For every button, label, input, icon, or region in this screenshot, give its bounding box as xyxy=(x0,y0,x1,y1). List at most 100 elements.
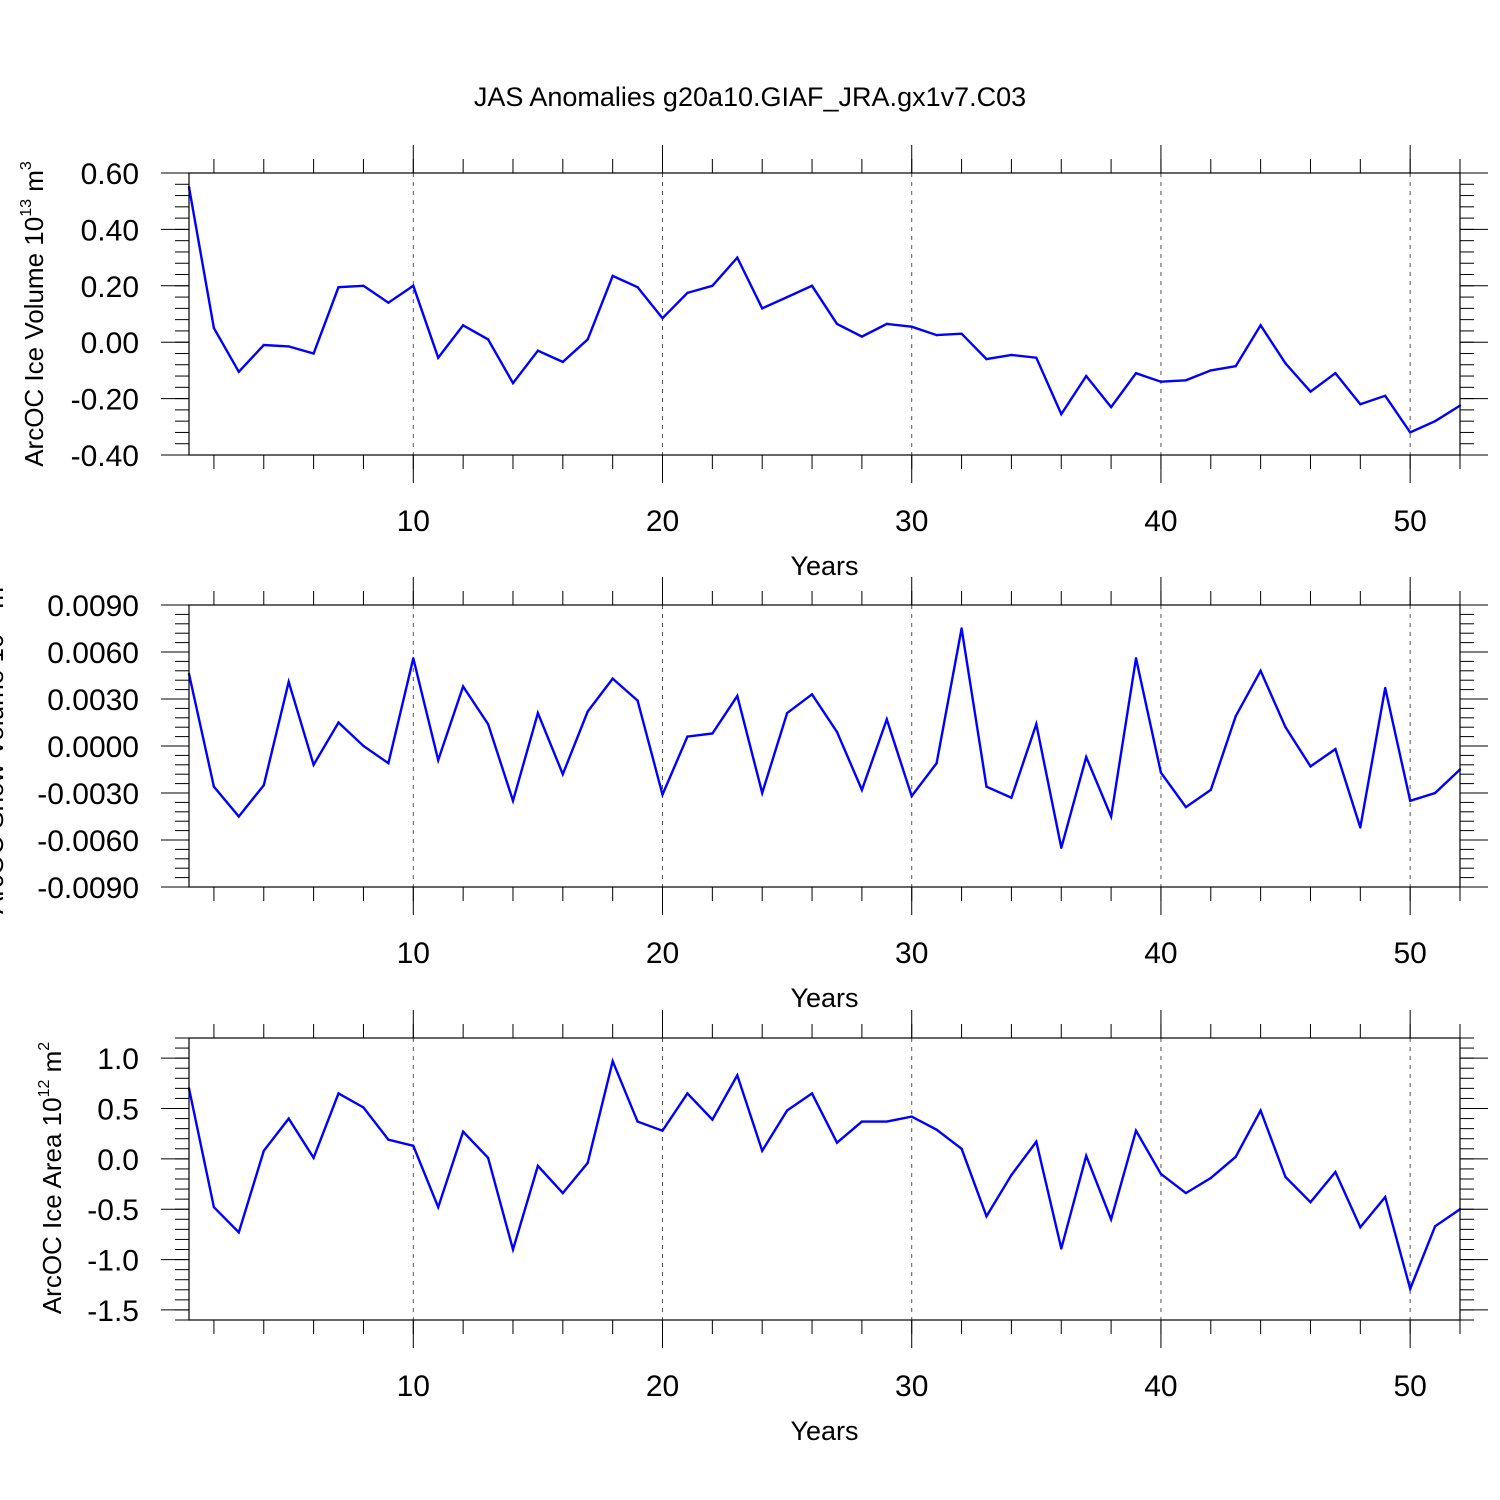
data-point xyxy=(262,1149,265,1153)
data-point xyxy=(1334,747,1337,751)
x-tick-label: 40 xyxy=(1144,937,1177,970)
data-point xyxy=(810,284,814,287)
x-tick-label: 20 xyxy=(646,937,679,970)
x-tick-label: 40 xyxy=(1144,505,1177,538)
snow-volume-grid xyxy=(412,605,1411,887)
data-point xyxy=(561,773,565,776)
data-point xyxy=(511,381,515,385)
data-point xyxy=(711,1118,714,1121)
data-point xyxy=(910,794,913,798)
y-tick-label: 0.40 xyxy=(81,214,139,247)
data-point xyxy=(412,284,415,287)
data-point xyxy=(1234,364,1237,368)
data-point xyxy=(661,793,664,796)
y-tick-label: -1.0 xyxy=(87,1245,139,1278)
x-tick-label: 50 xyxy=(1393,937,1426,970)
data-point xyxy=(1010,353,1013,357)
data-point xyxy=(461,685,465,688)
data-point xyxy=(486,722,490,726)
data-point xyxy=(910,325,913,328)
y-tick-label: -0.0030 xyxy=(37,778,139,811)
data-point xyxy=(661,1129,664,1132)
data-point xyxy=(212,1206,216,1209)
data-point xyxy=(1209,369,1212,372)
y-tick-label: 1.0 xyxy=(97,1043,139,1076)
data-point xyxy=(287,680,290,683)
y-axis-title: ArcOC Ice Volume 1013 m3 xyxy=(18,161,49,467)
series-line xyxy=(187,628,1461,849)
data-point xyxy=(1259,1109,1262,1112)
y-tick-label: 0.0090 xyxy=(47,590,139,623)
data-point xyxy=(736,694,739,698)
data-point xyxy=(1284,362,1287,365)
data-point xyxy=(586,338,589,341)
data-point xyxy=(611,274,614,278)
data-point xyxy=(437,758,440,762)
data-point xyxy=(1184,379,1188,382)
data-point xyxy=(412,1144,415,1147)
data-point xyxy=(1035,356,1038,359)
data-point xyxy=(1134,372,1138,375)
ice-volume-axes xyxy=(161,145,1488,483)
data-point xyxy=(736,1074,739,1077)
plot-frame xyxy=(188,1037,1461,1321)
ice-area-panel: 10 20 30 40 50 1.0 0.5 0.0 -0.5 -1.0 -1.5 Years ArcO… xyxy=(36,1010,1488,1446)
x-tick-label: 20 xyxy=(646,1370,679,1403)
data-point xyxy=(212,326,216,330)
data-point xyxy=(636,286,639,289)
data-point xyxy=(711,284,714,287)
data-point xyxy=(686,735,689,738)
data-point xyxy=(760,307,764,310)
data-point xyxy=(636,1120,639,1123)
x-axis-title: Years xyxy=(790,551,858,581)
data-point xyxy=(362,744,365,748)
data-point xyxy=(611,677,614,680)
data-point xyxy=(960,627,963,630)
main-title: JAS Anomalies g20a10.GIAF_JRA.gx1v7.C03 xyxy=(474,82,1026,112)
data-point xyxy=(835,1141,839,1144)
data-point xyxy=(1408,799,1412,803)
data-point xyxy=(536,1164,540,1168)
data-point xyxy=(362,1106,365,1109)
y-axis-title: ArcOC Ice Area 1012 m2 xyxy=(36,1042,67,1314)
ice-area-labels: 10 20 30 40 50 1.0 0.5 0.0 -0.5 -1.0 -1.5 Years ArcO… xyxy=(36,1042,1427,1446)
y-tick-label: 0.0030 xyxy=(47,684,139,717)
data-point xyxy=(1234,1155,1237,1159)
y-axis-title: ArcOC Snow Volume 1013 m3 xyxy=(0,578,9,914)
data-point xyxy=(1309,1200,1312,1204)
data-point xyxy=(760,791,764,795)
data-point xyxy=(1060,846,1063,850)
data-point xyxy=(1084,374,1088,378)
data-point xyxy=(1109,1218,1113,1221)
data-point xyxy=(1259,324,1262,327)
data-point xyxy=(1209,1176,1212,1180)
x-tick-label: 10 xyxy=(397,1370,430,1403)
data-point xyxy=(686,291,689,295)
data-point xyxy=(287,1117,290,1120)
y-tick-label: -0.40 xyxy=(71,440,139,473)
data-point xyxy=(536,349,540,352)
data-point xyxy=(1234,715,1237,718)
data-point xyxy=(437,356,440,359)
data-point xyxy=(1109,405,1113,409)
data-point xyxy=(1134,657,1138,660)
data-point xyxy=(636,699,639,702)
data-point xyxy=(1184,805,1188,809)
data-point xyxy=(1084,1154,1088,1158)
data-point xyxy=(1159,1172,1163,1176)
data-point xyxy=(1010,1173,1013,1177)
x-tick-label: 30 xyxy=(895,937,928,970)
data-point xyxy=(212,785,216,788)
data-point xyxy=(312,1156,315,1160)
data-point xyxy=(536,711,540,715)
data-point xyxy=(835,322,839,326)
data-point xyxy=(387,1138,390,1141)
y-tick-label: -0.0060 xyxy=(37,825,139,858)
ice-volume-labels: 10 20 30 40 50 0.60 0.40 0.20 0.00 -0.20 -0.40 Year… xyxy=(18,158,1427,581)
data-point xyxy=(885,322,889,326)
data-point xyxy=(511,1248,515,1251)
data-point xyxy=(1035,722,1038,726)
data-point xyxy=(885,718,889,721)
data-point xyxy=(561,360,565,364)
